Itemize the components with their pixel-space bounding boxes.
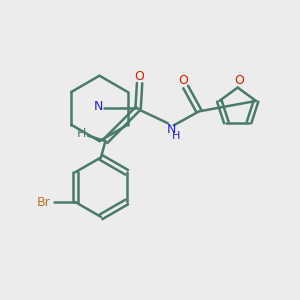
Text: O: O [178, 74, 188, 87]
Text: N: N [167, 123, 176, 136]
Text: O: O [135, 70, 145, 83]
Text: N: N [94, 100, 104, 113]
Text: H: H [77, 127, 86, 140]
Text: O: O [234, 74, 244, 87]
Text: Br: Br [37, 196, 51, 208]
Text: H: H [172, 131, 180, 141]
